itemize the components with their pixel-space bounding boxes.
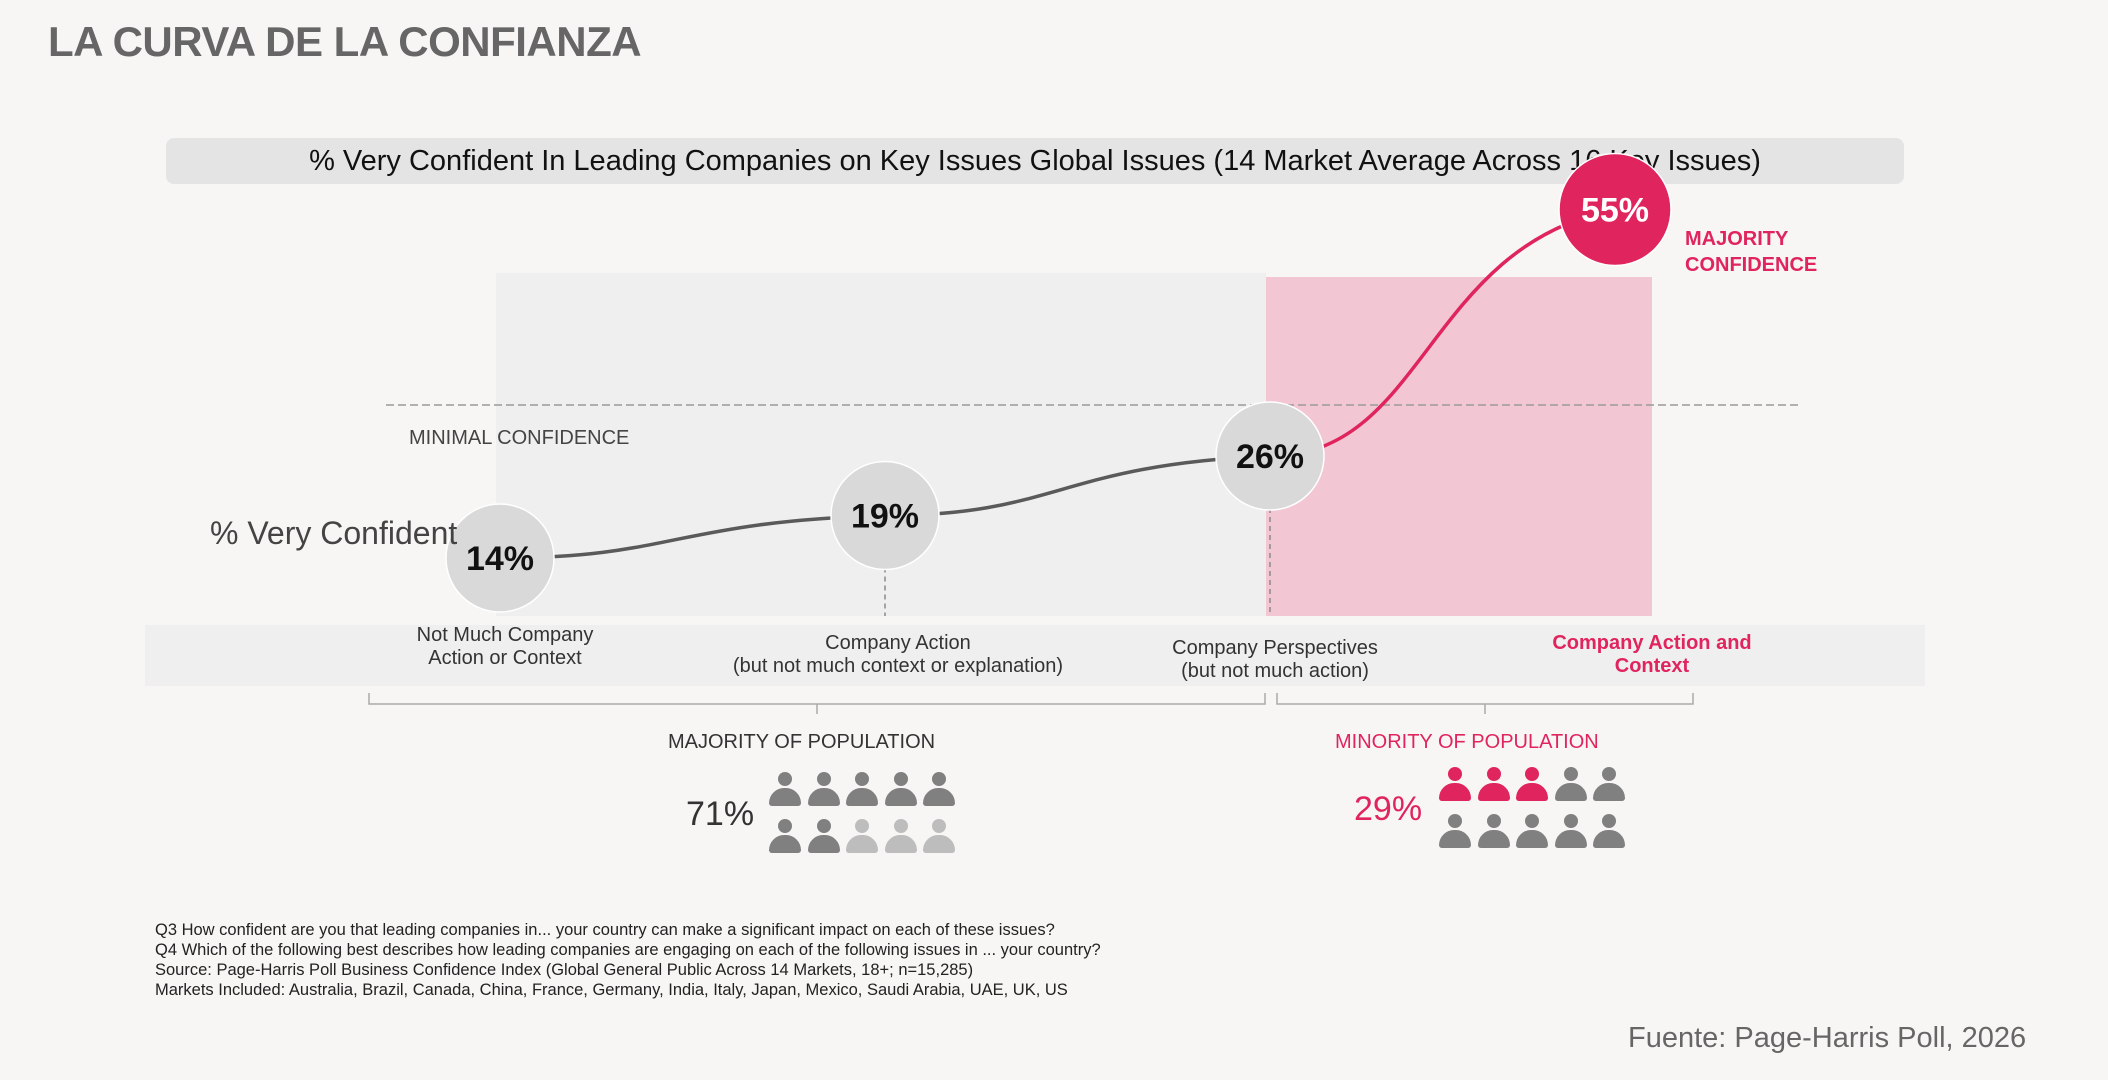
- population-group-percentage: 71%: [686, 795, 755, 833]
- series-line-segment-accent: [1269, 207, 1616, 458]
- category-label: Company Action and Context: [1552, 632, 1752, 677]
- category-label: Not Much Company Action or Context: [416, 624, 594, 669]
- chart-title: % Very Confident In Leading Companies on…: [309, 144, 1761, 177]
- footnote-q3: Q3 How confident are you that leading co…: [155, 921, 1055, 939]
- person-icon: [769, 772, 801, 806]
- person-icon: [923, 819, 955, 853]
- data-label: 26%: [1236, 438, 1304, 476]
- data-label: 55%: [1581, 192, 1649, 230]
- person-icon: [884, 819, 917, 853]
- person-icon: [1593, 814, 1625, 848]
- person-icon: [846, 772, 878, 806]
- person-icon: [1439, 814, 1471, 848]
- minimal-confidence-label: MINIMAL CONFIDENCE: [409, 427, 629, 449]
- footnote-q4: Q4 Which of the following best describes…: [155, 941, 1101, 959]
- person-icon: [1477, 767, 1510, 801]
- source-credit: Fuente: Page-Harris Poll, 2026: [1628, 1022, 2027, 1054]
- highlight-region: [1266, 277, 1652, 616]
- data-point-bubble: [830, 460, 940, 571]
- page-title: LA CURVA DE LA CONFIANZA: [48, 18, 642, 65]
- population-group-label: MINORITY OF POPULATION: [1335, 731, 1599, 753]
- person-icon: [807, 819, 840, 853]
- person-icon: [1439, 767, 1471, 801]
- data-point-bubble: [1215, 401, 1325, 511]
- series-line-segment: [499, 513, 886, 560]
- data-point-bubble: [445, 503, 555, 613]
- person-icon: [1477, 814, 1510, 848]
- data-point-bubble: [1558, 152, 1672, 267]
- person-icon: [1516, 767, 1548, 801]
- footnote-markets: Markets Included: Australia, Brazil, Can…: [155, 981, 1068, 999]
- person-icon: [884, 772, 917, 806]
- category-label: Company Perspectives (but not much actio…: [1172, 637, 1378, 682]
- footnotes: Q3 How confident are you that leading co…: [155, 920, 1101, 1000]
- person-icon: [1516, 814, 1548, 848]
- person-icon: [923, 772, 955, 806]
- person-icon: [807, 772, 840, 806]
- category-band: [145, 625, 1925, 686]
- population-group-label: MAJORITY OF POPULATION: [668, 731, 936, 753]
- majority-confidence-label: MAJORITY CONFIDENCE: [1685, 228, 1817, 276]
- data-label: 19%: [851, 498, 919, 536]
- footnote-source: Source: Page-Harris Poll Business Confid…: [155, 961, 974, 979]
- majority-bracket: [368, 693, 1266, 714]
- data-label: 14%: [466, 540, 534, 578]
- minority-bracket: [1276, 693, 1694, 714]
- population-group-percentage: 29%: [1354, 790, 1423, 828]
- person-icon: [1593, 767, 1625, 801]
- category-label: Company Action (but not much context or …: [732, 632, 1064, 677]
- person-icon: [1554, 814, 1587, 848]
- person-icon: [846, 819, 878, 853]
- person-icon: [1554, 767, 1587, 801]
- person-icon: [769, 819, 801, 853]
- y-axis-label: % Very Confident: [210, 515, 458, 551]
- series-line-segment: [884, 454, 1271, 518]
